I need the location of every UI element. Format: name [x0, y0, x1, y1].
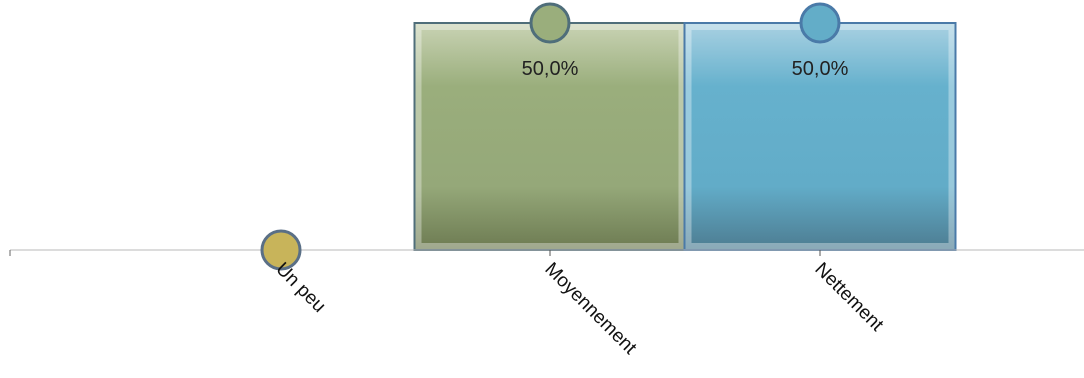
value-label-nettement: 50,0%	[792, 58, 849, 80]
marker-nettement	[799, 2, 841, 44]
marker-moyennement	[529, 2, 571, 44]
bar-nettement	[683, 22, 957, 251]
x-tick-label-un-peu: Un peu	[271, 259, 329, 317]
bars-layer	[413, 22, 957, 251]
marker-un-peu	[260, 229, 302, 271]
x-tick-label-moyennement: Moyennement	[540, 259, 640, 359]
value-label-moyennement: 50,0%	[522, 58, 579, 80]
markers-layer	[260, 2, 841, 271]
x-tick-label-nettement: Nettement	[810, 259, 887, 336]
